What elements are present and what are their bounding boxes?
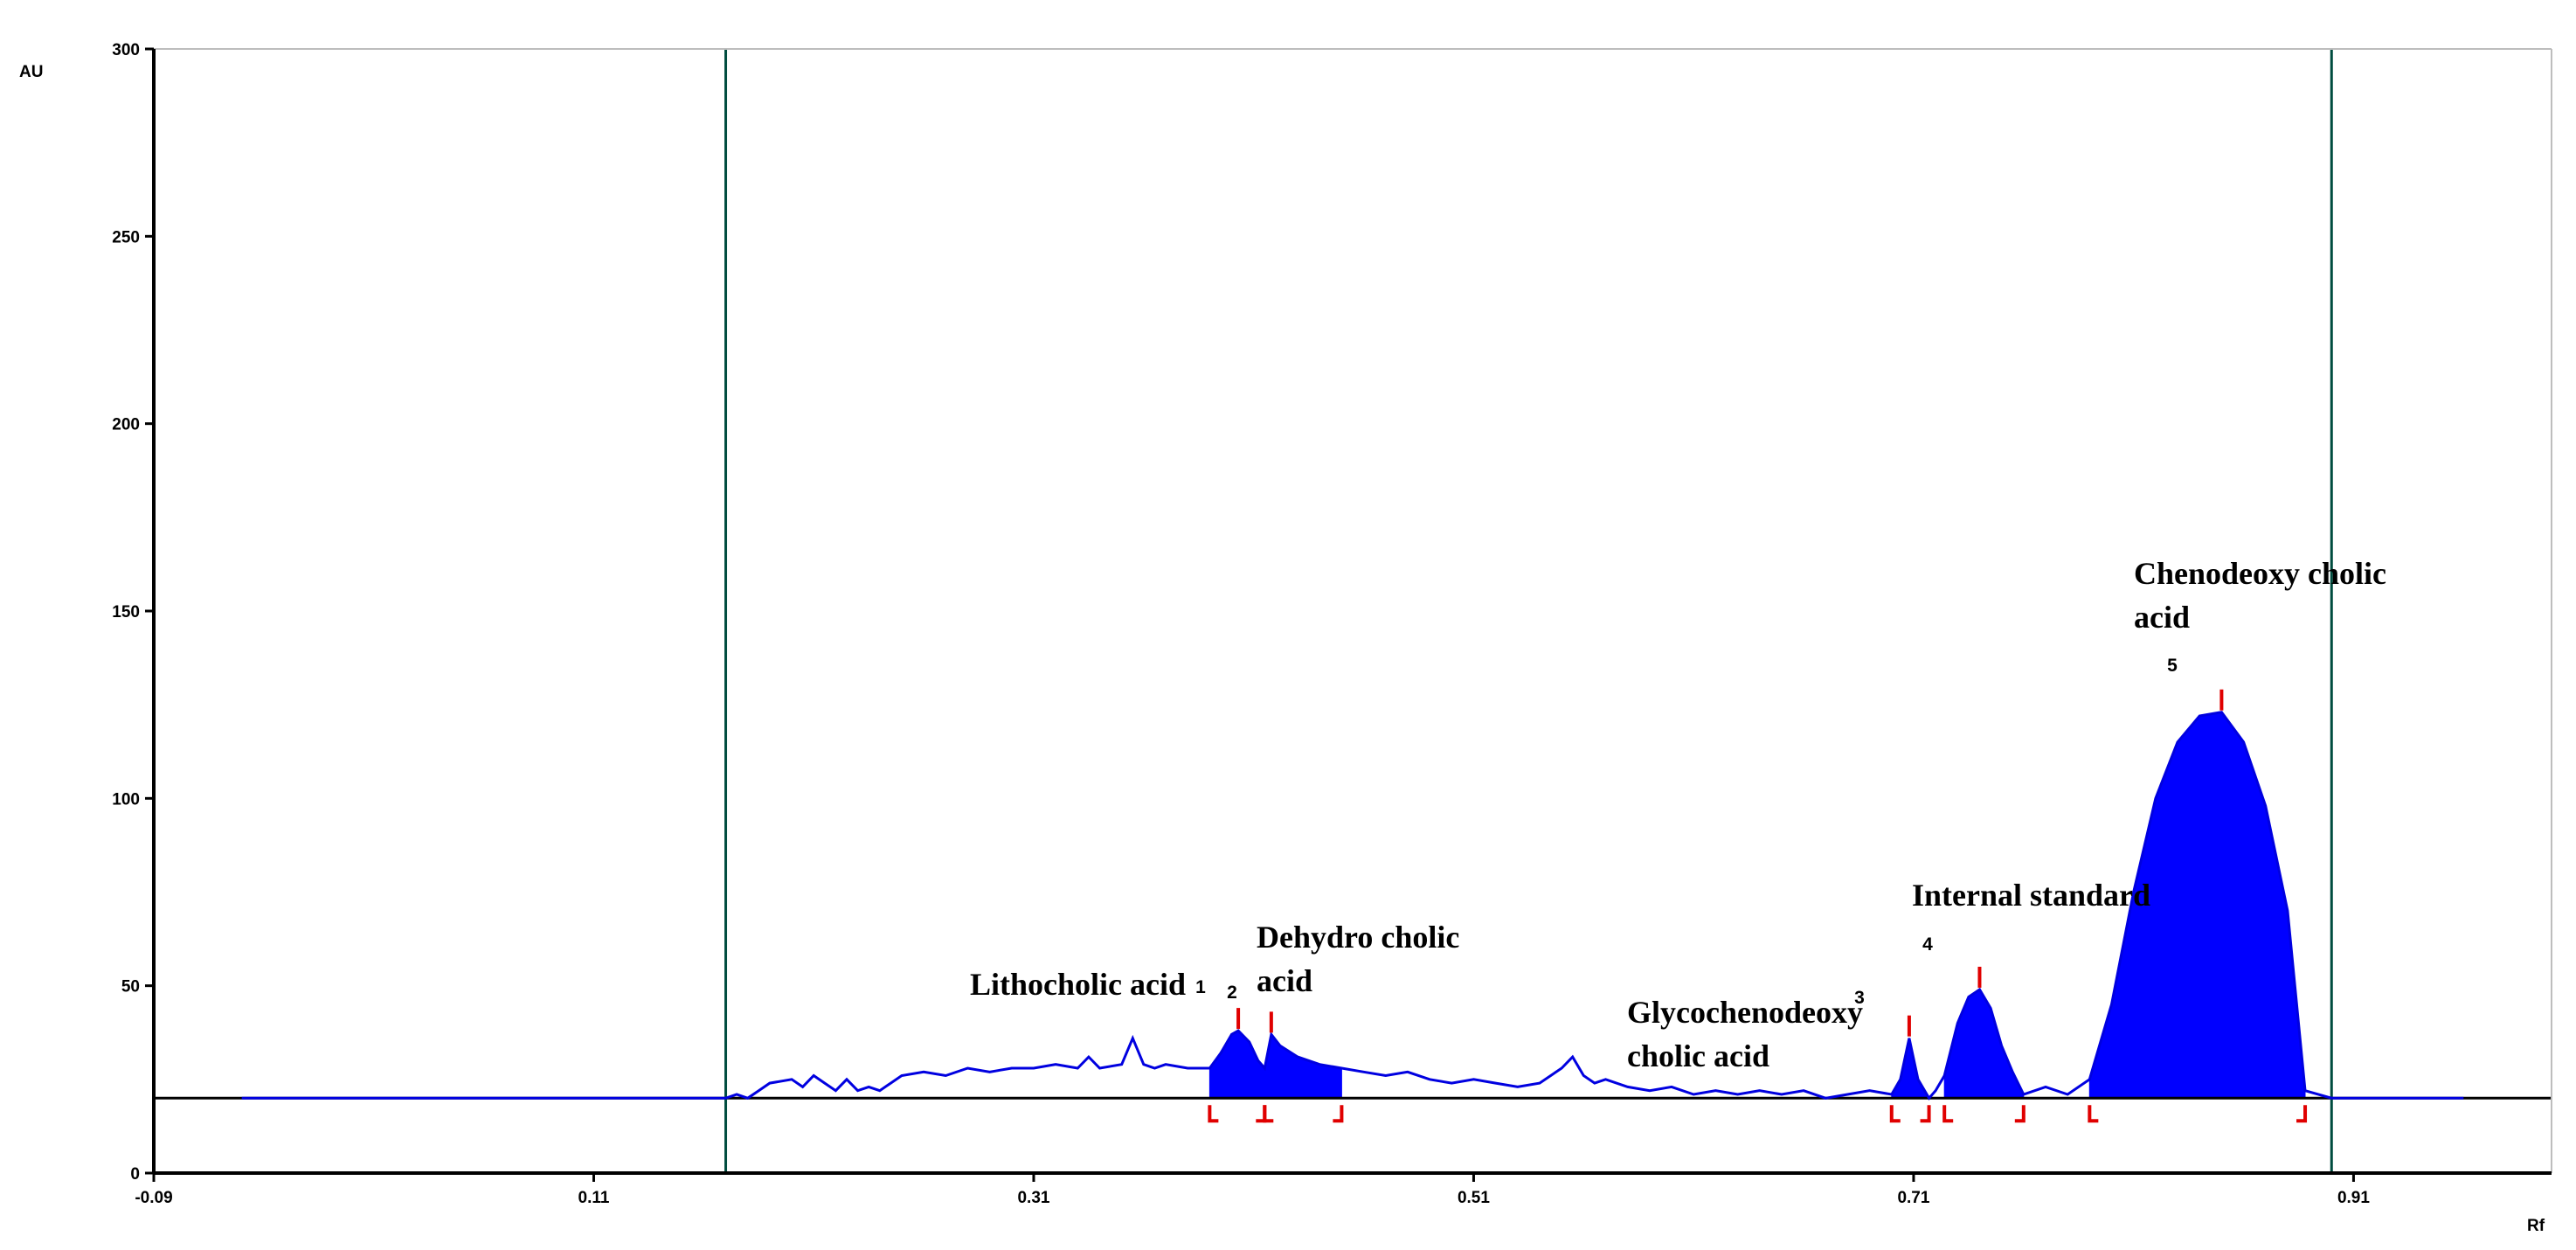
y-tick-label: 100 [112,790,140,809]
peak-name-label-4: Internal standard [1912,878,2150,913]
x-tick-label: 0.51 [1458,1189,1490,1207]
scan-trace-line [241,711,2464,1101]
y-tick-label: 0 [130,1165,140,1184]
peak-number-label-5: 5 [2167,656,2178,676]
peak-start-marker-3 [1889,1105,1901,1123]
peak-start-marker-2 [1263,1105,1274,1123]
peak-name-label-1: Lithocholic acid [970,967,1186,1002]
peak-name-label-3: cholic acid [1627,1038,1769,1073]
peak-number-label-4: 4 [1922,934,1933,955]
peak-number-label-3: 3 [1854,988,1865,1008]
peak-number-label-1: 1 [1195,977,1206,997]
y-tick-label: 50 [121,978,140,997]
x-tick-label: 0.31 [1017,1189,1049,1207]
chart-labels: 0 50 100 150 200 250 300 -0.09 0.11 0.31 0.51 0.71 0… [19,41,2545,1235]
peak-number-label-2: 2 [1227,983,1237,1003]
x-tick-label: 0.71 [1897,1189,1929,1207]
peak-area-1 [1208,1030,1265,1099]
x-axis-title: Rf [2527,1217,2545,1235]
peak-name-label-2: Dehydro cholic [1257,920,1459,955]
peak-end-marker-3 [1920,1105,1931,1123]
peak-end-marker-5 [2296,1105,2308,1123]
peak-area-4 [1943,989,2025,1099]
y-tick-label: 250 [112,228,140,247]
peak-end-marker-2 [1333,1105,1344,1123]
peak-start-marker-4 [1942,1105,1954,1123]
chart-marks [154,49,2552,1173]
y-axis-title: AU [19,63,43,81]
y-tick-label: 300 [112,41,140,59]
y-tick-label: 200 [112,416,140,434]
peak-start-marker-5 [2088,1105,2099,1123]
x-tick-label: -0.09 [135,1189,172,1207]
peak-name-label-2: acid [1257,963,1312,998]
peak-name-label-5: Chenodeoxy cholic [2134,556,2386,591]
x-tick-label: 0.11 [578,1189,610,1207]
x-tick-label: 0.91 [2337,1189,2370,1207]
peak-name-label-5: acid [2134,600,2190,635]
chart-axes [145,47,2552,1182]
y-tick-label: 150 [112,603,140,622]
peak-name-label-3: Glycochenodeoxy [1627,995,1863,1030]
peak-end-marker-4 [2014,1105,2025,1123]
peak-start-marker-1 [1208,1105,1219,1123]
